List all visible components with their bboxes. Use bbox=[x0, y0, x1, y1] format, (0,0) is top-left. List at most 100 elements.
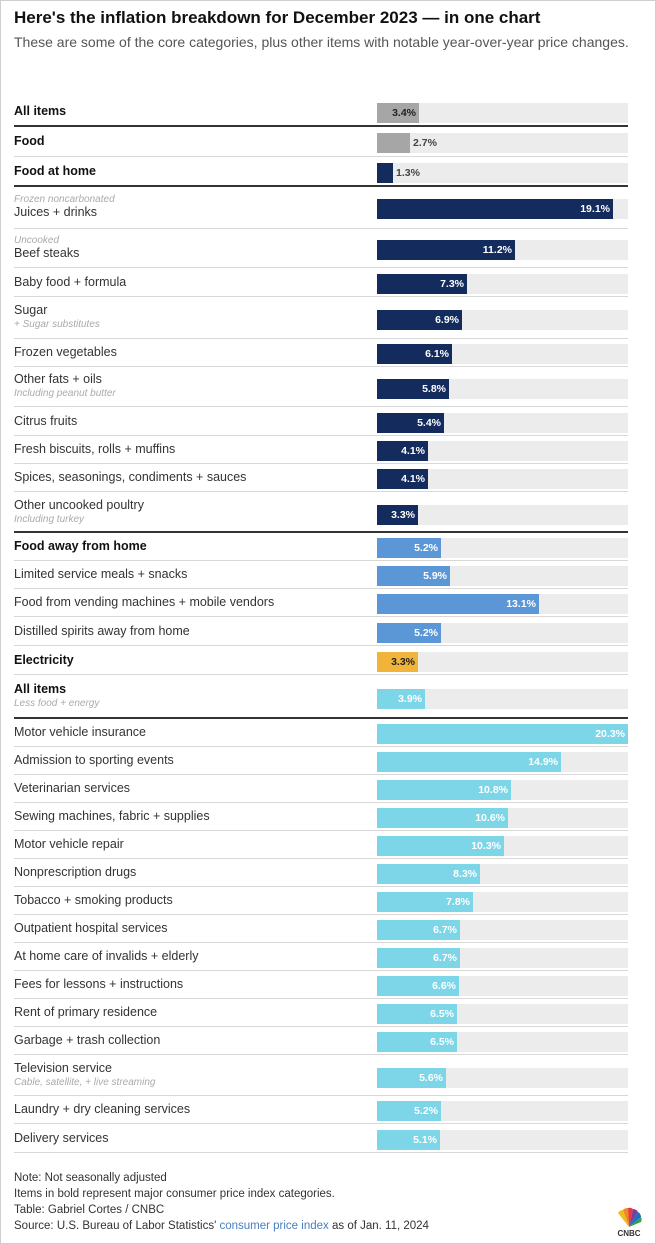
source-link[interactable]: consumer price index bbox=[219, 1220, 329, 1232]
chart-row: Baby food + formula 7.3% bbox=[0, 268, 656, 297]
bar-mark bbox=[377, 538, 441, 558]
bar-value-label: 3.3% bbox=[391, 655, 415, 668]
row-label: Delivery services bbox=[14, 1130, 109, 1145]
row-label: Laundry + dry cleaning services bbox=[14, 1102, 191, 1116]
row-label: Other fats + oils bbox=[14, 372, 102, 386]
bar-track: 10.3% bbox=[377, 836, 628, 856]
chart-row: Tobacco + smoking products 7.8% bbox=[0, 887, 656, 915]
bar-track: 14.9% bbox=[377, 752, 628, 772]
row-label: Food from vending machines + mobile vend… bbox=[14, 595, 275, 609]
bar-value-label: 2.7% bbox=[413, 137, 437, 149]
bar-value-label: 5.2% bbox=[414, 626, 438, 639]
bar-track: 19.1% bbox=[377, 199, 628, 219]
row-separator bbox=[14, 366, 628, 367]
bar-mark bbox=[377, 310, 462, 330]
row-separator bbox=[14, 645, 628, 646]
row-label: Motor vehicle insurance bbox=[14, 725, 147, 739]
chart-row: Fees for lessons + instructions 6.6% bbox=[0, 971, 656, 999]
bar-value-label: 6.6% bbox=[432, 980, 456, 992]
row-label: Other uncooked poultry bbox=[14, 497, 144, 512]
bar-value-label: 5.6% bbox=[419, 1071, 443, 1084]
bar-value-label: 6.9% bbox=[435, 314, 459, 326]
bar-mark bbox=[377, 199, 613, 219]
chart-row: Including peanut butter Other fats + oils… bbox=[0, 367, 656, 407]
bar-mark bbox=[377, 808, 508, 828]
bar-value-label: 5.1% bbox=[413, 1133, 437, 1146]
chart-row: Less food + energy All items 3.9% bbox=[0, 675, 656, 719]
chart-row: Uncooked Beef steaks 11.2% bbox=[0, 229, 656, 268]
chart-row: Admission to sporting events 14.9% bbox=[0, 747, 656, 775]
bar-value-label: 4.1% bbox=[401, 473, 425, 485]
bar-track: 8.3% bbox=[377, 864, 628, 884]
row-label: Garbage + trash collection bbox=[14, 1033, 161, 1047]
bar-mark bbox=[377, 469, 428, 489]
chart-row: Laundry + dry cleaning services 5.2% bbox=[0, 1096, 656, 1124]
footer: Note: Not seasonally adjusted Items in b… bbox=[14, 1170, 429, 1234]
chart-row: Frozen vegetables 6.1% bbox=[0, 339, 656, 367]
row-separator bbox=[14, 858, 628, 859]
row-separator bbox=[14, 774, 628, 775]
row-separator bbox=[14, 746, 628, 747]
row-label: Electricity bbox=[14, 652, 74, 667]
chart-row: Nonprescription drugs 8.3% bbox=[0, 859, 656, 887]
bar-value-label: 4.1% bbox=[401, 445, 425, 457]
bar-track: 7.8% bbox=[377, 892, 628, 912]
bar-mark bbox=[377, 344, 452, 364]
bar-mark bbox=[377, 594, 539, 614]
bar-track: 4.1% bbox=[377, 469, 628, 489]
logo-text: CNBC bbox=[617, 1229, 641, 1238]
chart-row: Distilled spirits away from home 5.2% bbox=[0, 617, 656, 646]
bar-value-label: 19.1% bbox=[580, 203, 610, 215]
row-label: Fresh biscuits, rolls + muffins bbox=[14, 442, 176, 456]
bar-value-label: 10.6% bbox=[475, 812, 505, 824]
bar-track: 7.3% bbox=[377, 273, 628, 294]
bar-value-label: 8.3% bbox=[453, 868, 477, 880]
row-label: Veterinarian services bbox=[14, 781, 131, 795]
row-label: Rent of primary residence bbox=[14, 1005, 158, 1019]
bar-mark bbox=[377, 379, 449, 399]
bar-mark bbox=[377, 1101, 441, 1121]
chart-row: Citrus fruits 5.4% bbox=[0, 407, 656, 436]
bar-mark bbox=[377, 441, 428, 461]
bar-mark bbox=[377, 836, 504, 856]
row-separator bbox=[14, 491, 628, 492]
row-label: Motor vehicle repair bbox=[14, 837, 124, 851]
chart-row: Garbage + trash collection 6.5% bbox=[0, 1027, 656, 1055]
row-separator bbox=[14, 1095, 628, 1096]
bar-value-label: 1.3% bbox=[396, 167, 420, 179]
bar-value-label: 5.4% bbox=[417, 416, 441, 429]
row-label: Fees for lessons + instructions bbox=[14, 977, 184, 991]
row-separator bbox=[14, 674, 628, 675]
bar-mark bbox=[377, 864, 480, 884]
bar-value-label: 6.7% bbox=[433, 952, 457, 964]
row-label: Admission to sporting events bbox=[14, 753, 174, 767]
bar-mark bbox=[377, 920, 460, 940]
bar-track: 11.2% bbox=[377, 239, 628, 260]
chart-row: Food away from home 5.2% bbox=[0, 533, 656, 561]
bar-track: 6.7% bbox=[377, 920, 628, 940]
bar-value-label: 10.3% bbox=[471, 840, 501, 852]
row-separator bbox=[14, 616, 628, 617]
bar-track: 5.9% bbox=[377, 566, 628, 586]
row-label: Food bbox=[14, 134, 45, 148]
row-post-label: Including turkey bbox=[14, 513, 85, 525]
chart-row: Electricity 3.3% bbox=[0, 646, 656, 675]
chart-row: Fresh biscuits, rolls + muffins 4.1% bbox=[0, 436, 656, 464]
row-label: Nonprescription drugs bbox=[14, 865, 137, 879]
row-separator bbox=[14, 802, 628, 803]
row-label: Baby food + formula bbox=[14, 274, 127, 289]
row-separator bbox=[14, 1152, 628, 1153]
bar-track: 3.9% bbox=[377, 689, 628, 709]
bar-mark bbox=[377, 1032, 457, 1052]
bar-mark bbox=[377, 948, 460, 968]
chart-row: Food from vending machines + mobile vend… bbox=[0, 589, 656, 617]
bar-value-label: 20.3% bbox=[595, 728, 625, 740]
row-post-label: Less food + energy bbox=[14, 698, 100, 709]
bar-value-label: 5.2% bbox=[414, 1105, 438, 1117]
row-label: All items bbox=[14, 104, 67, 118]
row-label: Food at home bbox=[14, 164, 96, 178]
bar-mark bbox=[377, 1129, 440, 1150]
bar-value-label: 6.1% bbox=[425, 348, 449, 360]
row-label: Frozen vegetables bbox=[14, 345, 117, 359]
bar-mark bbox=[377, 1004, 457, 1024]
